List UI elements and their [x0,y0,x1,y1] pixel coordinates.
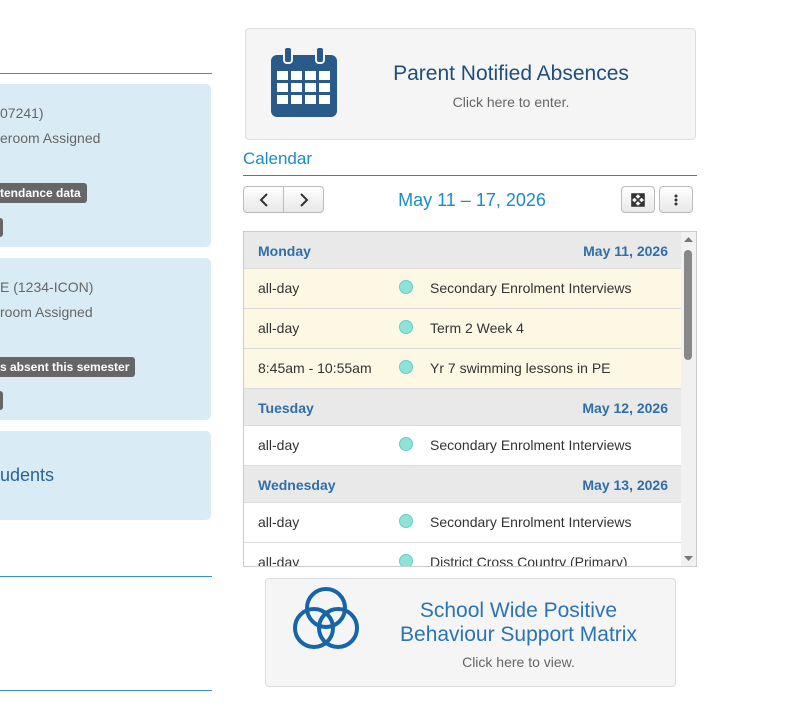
event-title: Secondary Enrolment Interviews [430,280,632,296]
card-text: room Assigned [0,304,93,320]
event-time: all-day [258,554,300,567]
chevron-right [299,192,308,207]
event-row[interactable]: all-day Term 2 Week 4 [244,309,682,349]
event-time: all-day [258,320,300,336]
divider [0,690,212,691]
expand-button[interactable] [621,186,655,213]
card-title: udents [0,465,55,485]
expand-icon [631,192,645,207]
prev-button[interactable] [243,186,284,213]
scrollbar[interactable] [681,232,696,566]
day-name: Wednesday [258,477,336,493]
panel-subtitle: Click here to enter. [452,94,570,110]
event-dot [399,280,413,294]
event-title: Yr 7 swimming lessons in PE [430,360,611,376]
divider [0,576,212,577]
event-title: District Cross Country (Primary) [430,554,628,567]
chevron-left [259,192,268,207]
student-card[interactable]: E (1234-ICON) room Assigned s absent thi… [0,258,211,420]
scroll-thumb[interactable] [684,250,692,360]
event-dot [399,514,413,528]
day-date: May 12, 2026 [582,400,668,416]
day-date: May 13, 2026 [582,477,668,493]
section-heading: Calendar [243,149,312,168]
event-row[interactable]: all-day Secondary Enrolment Interviews [244,426,682,466]
panel-title: School Wide Positive Behaviour Support M… [376,599,661,647]
pbs-panel[interactable]: School Wide Positive Behaviour Support M… [265,578,676,687]
badge-stub [0,218,3,237]
event-dot [399,554,413,566]
student-card[interactable]: 07241) eroom Assigned tendance data [0,84,211,247]
day-name: Tuesday [258,400,314,416]
scroll-up [684,237,693,242]
day-header: Monday May 11, 2026 [244,232,682,269]
badge: tendance data [0,183,87,203]
event-rows: Monday May 11, 2026 all-day Secondary Enrol… [244,232,682,567]
students-card[interactable]: udents [0,431,211,520]
divider [243,175,697,176]
day-header: Tuesday May 12, 2026 [244,389,682,426]
event-title: Secondary Enrolment Interviews [430,437,632,453]
date-range: May 11 – 17, 2026 [398,190,546,210]
event-time: all-day [258,437,300,453]
event-title: Term 2 Week 4 [430,320,524,336]
day-name: Monday [258,243,311,259]
absences-panel[interactable]: Parent Notified Absences Click here to e… [245,28,696,140]
title-line: Behaviour Support Matrix [400,623,637,646]
panel-title: Parent Notified Absences [393,62,629,85]
card-text: eroom Assigned [0,130,101,146]
panel-subtitle: Click here to view. [462,654,575,670]
day-date: May 11, 2026 [583,243,668,259]
badge: s absent this semester [0,357,136,377]
event-dot [399,437,413,451]
event-time: 8:45am - 10:55am [258,360,372,376]
event-dot [399,360,413,374]
rings-icon [293,587,359,649]
next-button[interactable] [283,186,324,213]
calendar-icon [271,47,337,117]
day-header: Wednesday May 13, 2026 [244,466,682,503]
event-row[interactable]: all-day Secondary Enrolment Interviews [244,269,682,309]
event-time: all-day [258,280,300,296]
event-title: Secondary Enrolment Interviews [430,514,632,530]
divider [0,73,212,74]
event-row[interactable]: 8:45am - 10:55am Yr 7 swimming lessons in… [244,349,682,389]
card-text: 07241) [0,105,44,121]
title-line: School Wide Positive [419,599,618,622]
event-list: Monday May 11, 2026 all-day Secondary Enrol… [243,231,697,567]
scroll-down [684,556,693,561]
more-button[interactable] [659,186,693,213]
event-row[interactable]: all-day Secondary Enrolment Interviews [244,503,682,543]
card-text: E (1234-ICON) [0,279,94,295]
event-dot [399,320,413,334]
event-time: all-day [258,514,300,530]
more-icon [674,194,678,205]
event-row[interactable]: all-day District Cross Country (Primary) [244,543,682,567]
badge-stub [0,391,3,410]
